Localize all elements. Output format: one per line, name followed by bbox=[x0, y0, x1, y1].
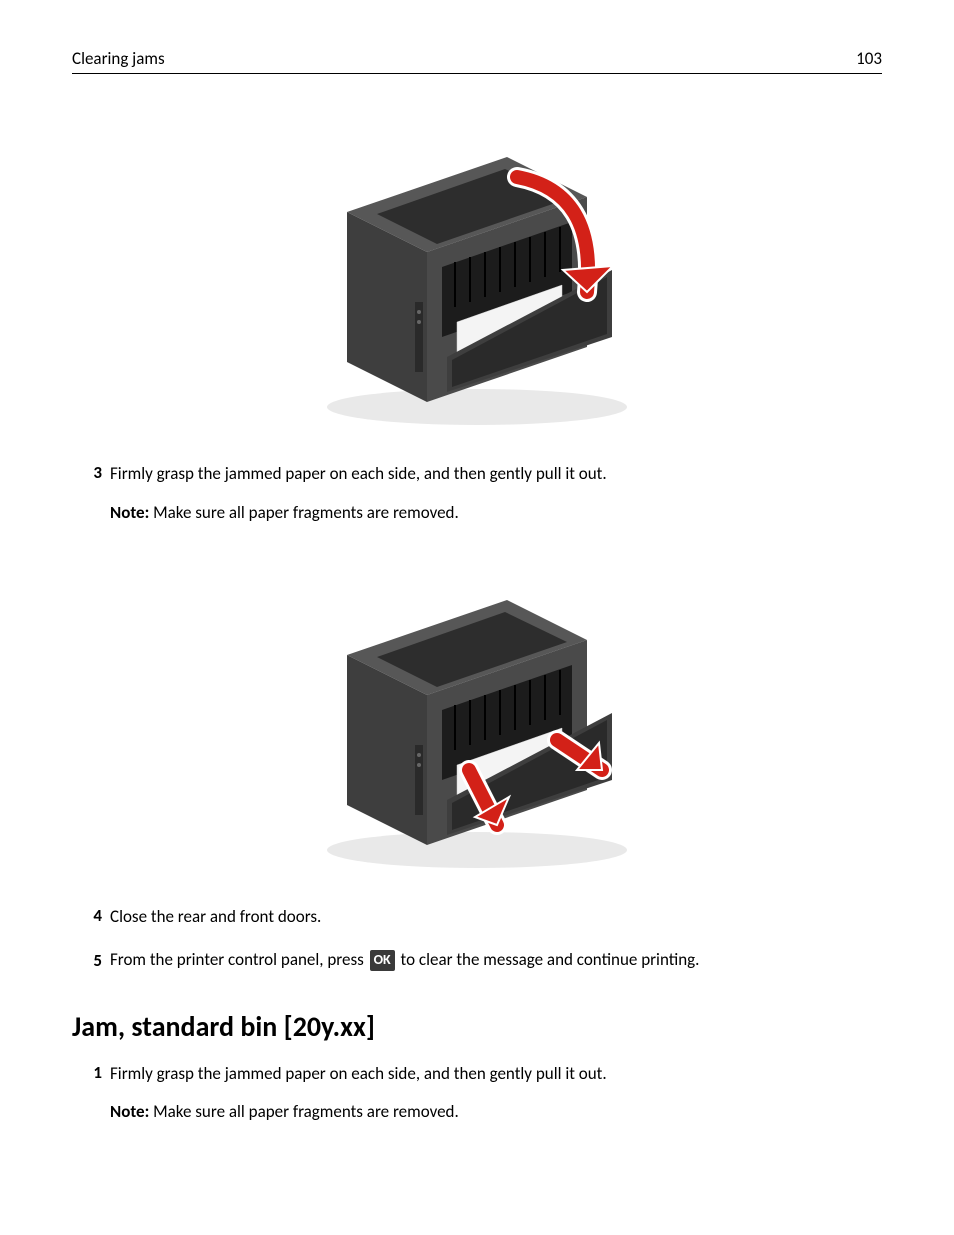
step-text: From the printer control panel, press OK… bbox=[110, 948, 699, 973]
note-label: Note: bbox=[110, 1101, 149, 1122]
step-3: 3 Firmly grasp the jammed paper on each … bbox=[80, 462, 882, 487]
step-number: 4 bbox=[80, 905, 102, 926]
note-label: Note: bbox=[110, 502, 149, 523]
printer-illustration-1 bbox=[307, 102, 647, 432]
step-number: 1 bbox=[80, 1062, 102, 1083]
section-heading-jam-standard-bin: Jam, standard bin [20y.xx] bbox=[72, 1009, 882, 1044]
step-1-note: Note: Make sure all paper fragments are … bbox=[110, 1100, 882, 1125]
step-number: 5 bbox=[80, 950, 102, 971]
step-3-note: Note: Make sure all paper fragments are … bbox=[110, 501, 882, 526]
printer-illustration-2 bbox=[307, 545, 647, 875]
figure-printer-door-open bbox=[72, 102, 882, 432]
step-5-pre: From the printer control panel, press bbox=[110, 949, 368, 970]
figure-printer-pull-paper bbox=[72, 545, 882, 875]
step-1: 1 Firmly grasp the jammed paper on each … bbox=[80, 1062, 882, 1087]
step-text: Close the rear and front doors. bbox=[110, 905, 321, 930]
step-5-post: to clear the message and continue printi… bbox=[397, 949, 700, 970]
step-number: 3 bbox=[80, 462, 102, 483]
note-text: Make sure all paper fragments are remove… bbox=[149, 502, 459, 523]
step-4: 4 Close the rear and front doors. bbox=[80, 905, 882, 930]
note-text: Make sure all paper fragments are remove… bbox=[149, 1101, 459, 1122]
page-header: Clearing jams 103 bbox=[72, 48, 882, 74]
step-text: Firmly grasp the jammed paper on each si… bbox=[110, 1062, 607, 1087]
header-page-number: 103 bbox=[856, 48, 882, 69]
step-text: Firmly grasp the jammed paper on each si… bbox=[110, 462, 607, 487]
ok-button-icon: OK bbox=[370, 950, 395, 971]
header-section-title: Clearing jams bbox=[72, 48, 165, 69]
step-5: 5 From the printer control panel, press … bbox=[80, 948, 882, 973]
